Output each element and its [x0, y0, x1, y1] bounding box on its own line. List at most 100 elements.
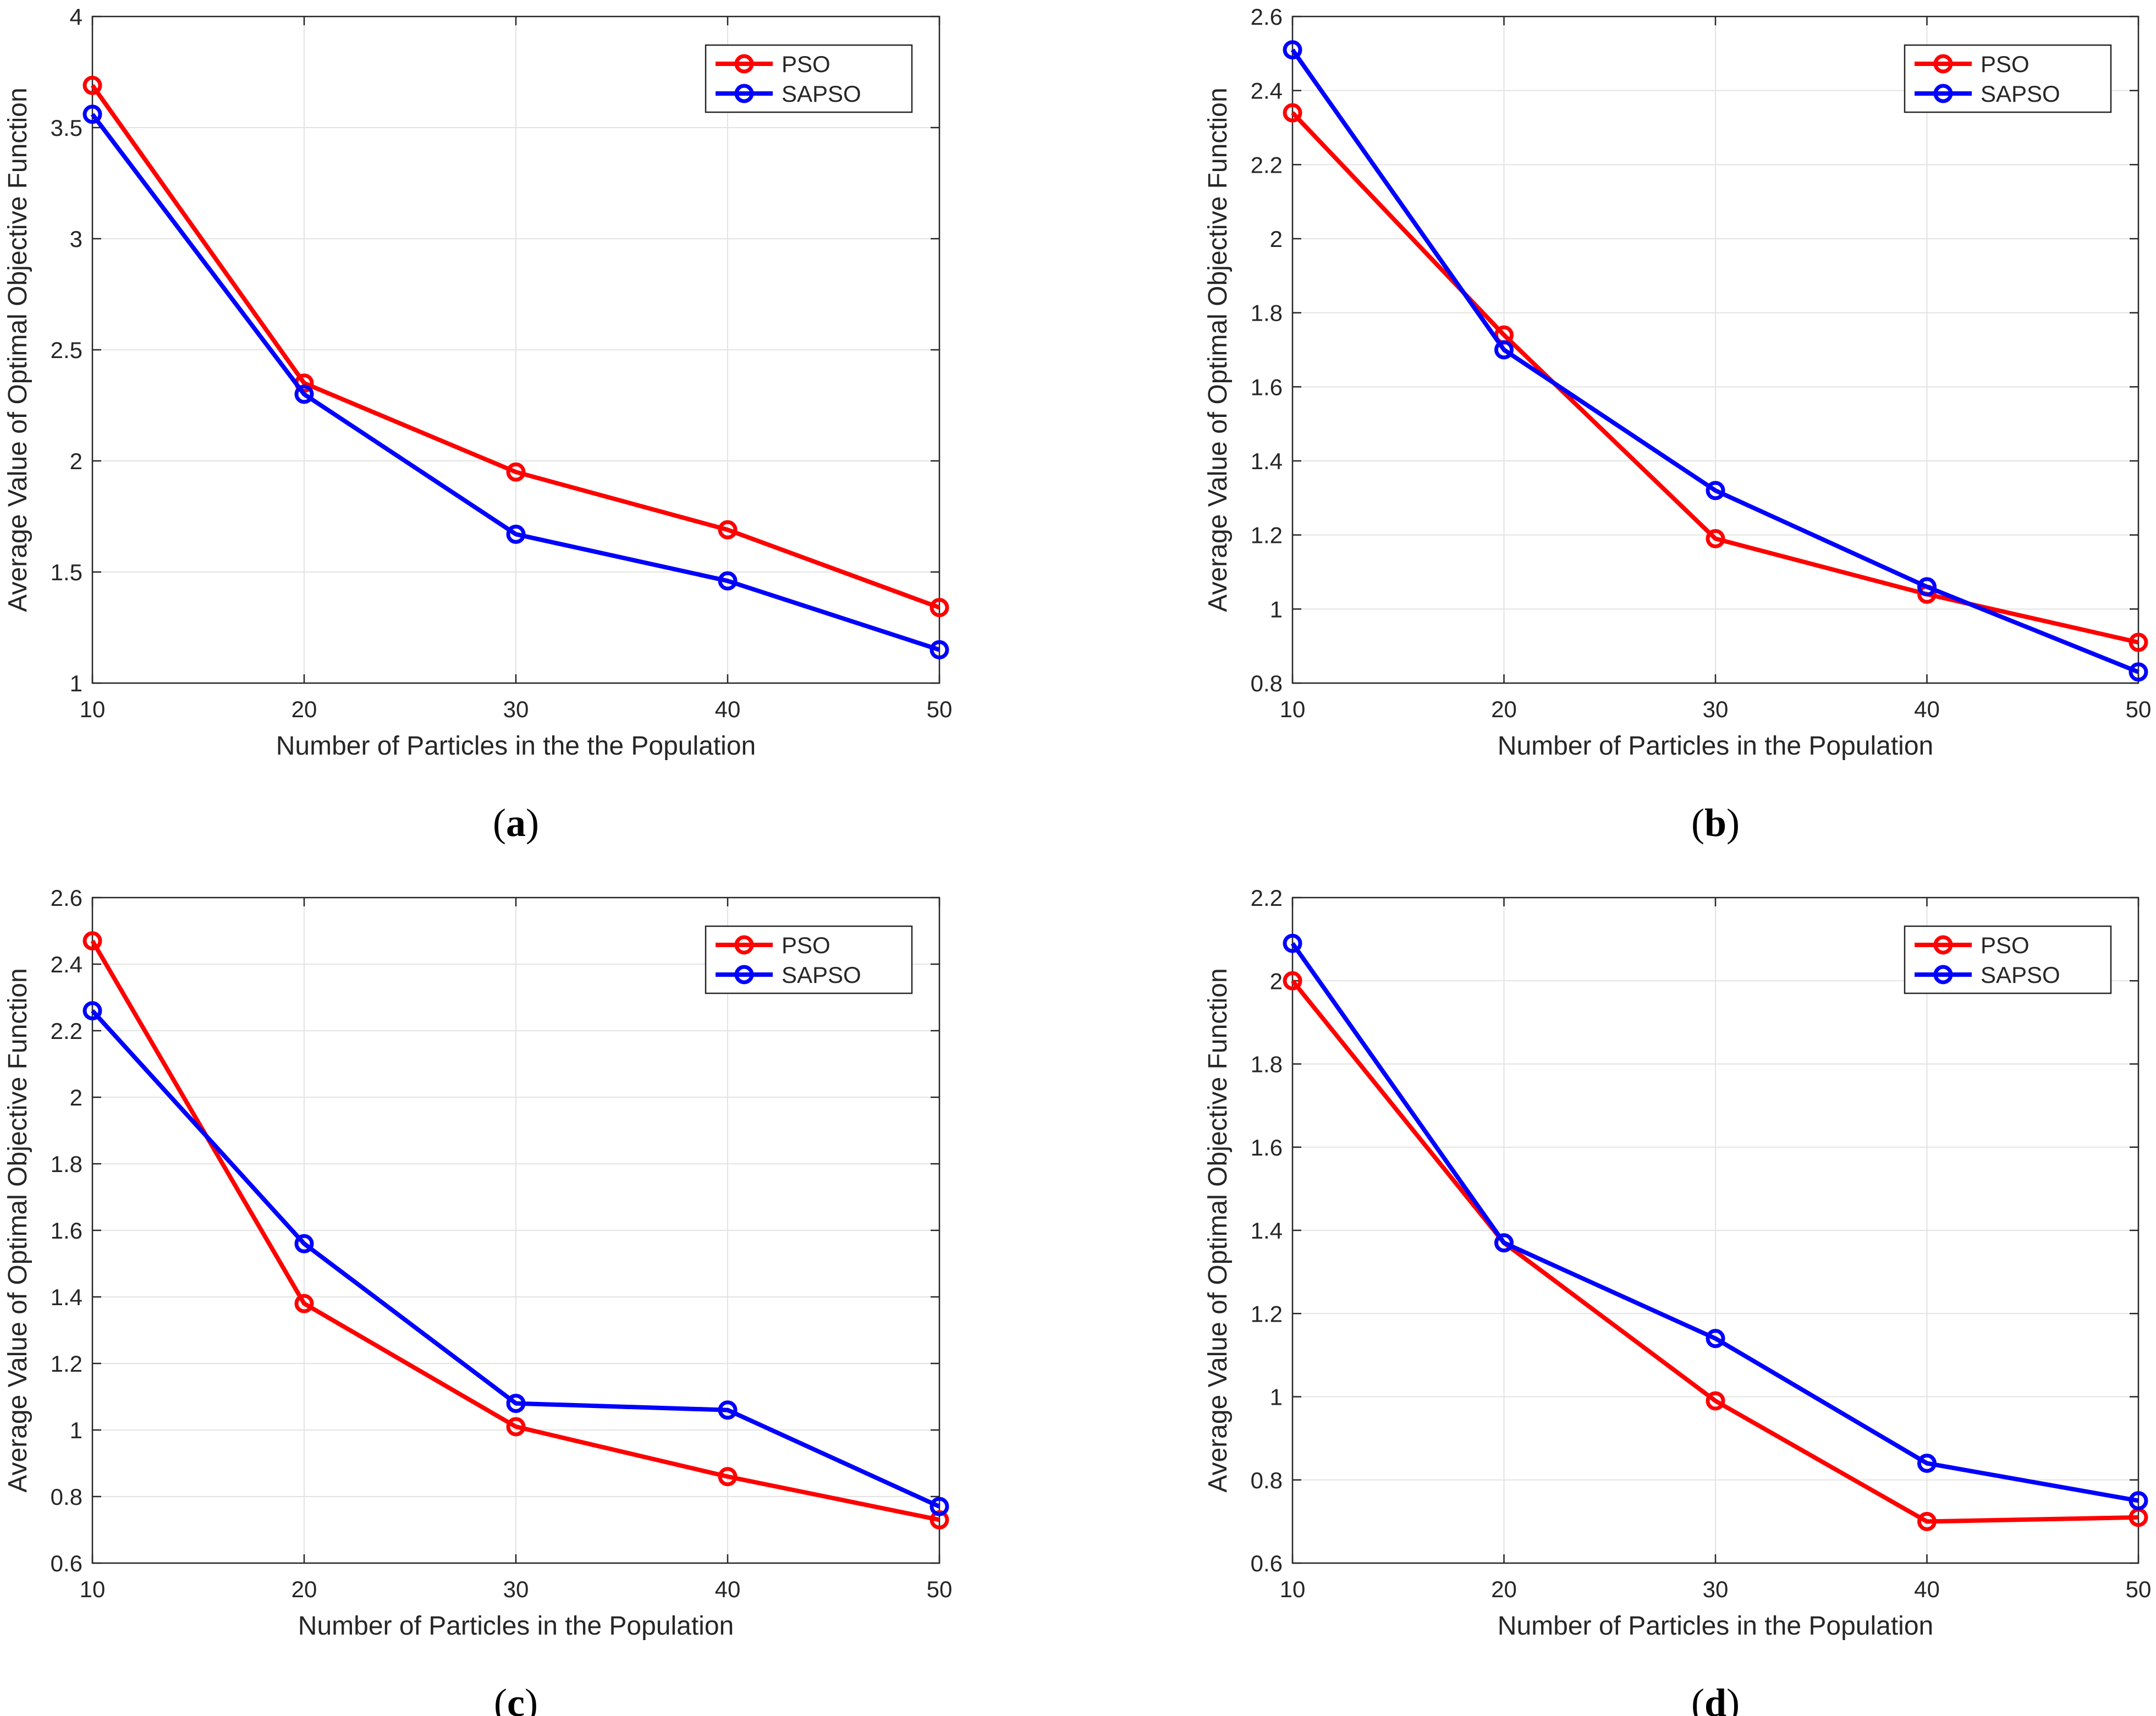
y-tick-label: 1.4	[1251, 448, 1283, 474]
y-tick-label: 1.2	[1251, 1301, 1283, 1327]
legend-label: SAPSO	[1981, 962, 2060, 988]
x-tick-label: 40	[715, 1576, 741, 1602]
x-tick-label: 50	[2126, 696, 2152, 722]
data-point-sapso	[506, 1394, 526, 1414]
series-line-sapso	[1290, 48, 2140, 674]
caption-paren: )	[1726, 1681, 1740, 1716]
y-tick-label: 3	[70, 226, 82, 252]
data-point-pso	[718, 1467, 738, 1487]
data-point-pso	[506, 1417, 526, 1437]
x-tick-label: 30	[1703, 1576, 1729, 1602]
x-tick-label: 10	[80, 696, 106, 722]
y-tick-label: 1	[70, 1417, 82, 1443]
panel-caption: (d)	[1691, 1681, 1740, 1716]
data-point-sapso	[930, 640, 949, 659]
chart-panel-d: 0.6 0.8 1 1.2 1.4 1.6 1.8 2 2.2 10 20 30 40 50 Number …	[1203, 885, 2151, 1716]
data-point-sapso	[2128, 1491, 2148, 1511]
x-axis-label: Number of Particles in the Population	[1498, 1612, 1933, 1641]
y-tick-label: 2	[1270, 226, 1283, 252]
series-line-pso	[1291, 111, 2139, 645]
x-tick-label: 20	[1491, 696, 1517, 722]
legend-swatch-marker	[734, 84, 754, 103]
caption-paren: (	[493, 801, 506, 845]
caption-paren: (	[494, 1681, 507, 1716]
x-tick-label: 30	[503, 1576, 529, 1602]
legend-label: PSO	[1981, 51, 2030, 77]
caption-paren: )	[525, 1681, 538, 1716]
legend-swatch-marker	[1933, 935, 1953, 955]
panel-caption: (c)	[494, 1681, 538, 1716]
y-tick-label: 1.6	[1251, 1135, 1283, 1160]
series-line-sapso	[90, 113, 941, 652]
data-point-pso	[2128, 632, 2148, 652]
legend-swatch-marker	[1933, 965, 1953, 985]
data-point-sapso	[930, 1497, 949, 1516]
caption-letter: a	[506, 801, 526, 845]
caption-letter: d	[1704, 1681, 1726, 1716]
y-tick-label: 1.8	[1251, 300, 1283, 326]
y-tick-label: 0.6	[51, 1550, 82, 1576]
data-point-sapso	[1283, 933, 1302, 953]
y-axis-label: Average Value of Optimal Objective Funct…	[3, 968, 32, 1492]
y-tick-label: 0.8	[1251, 670, 1283, 696]
y-tick-label: 1.6	[51, 1218, 82, 1244]
data-point-sapso	[2128, 662, 2148, 682]
legend-swatch-marker	[734, 935, 754, 955]
panel-caption: (b)	[1691, 801, 1740, 845]
y-tick-label: 2.6	[51, 885, 82, 911]
x-tick-label: 10	[1280, 696, 1306, 722]
legend-label: SAPSO	[782, 81, 861, 107]
y-tick-label: 0.8	[51, 1484, 82, 1510]
legend-swatch-marker	[734, 965, 754, 985]
data-point-pso	[1706, 529, 1725, 548]
x-tick-label: 20	[1491, 1576, 1517, 1602]
y-tick-label: 2.2	[1251, 152, 1283, 178]
data-point-pso	[930, 598, 949, 618]
data-point-pso	[294, 1294, 314, 1313]
y-tick-label: 1	[70, 670, 82, 696]
data-point-pso	[1706, 1391, 1725, 1411]
legend-label: PSO	[782, 51, 831, 77]
x-tick-label: 20	[292, 696, 317, 722]
caption-paren: )	[1726, 801, 1740, 845]
y-tick-label: 2.4	[1251, 78, 1283, 104]
y-tick-label: 1.2	[51, 1351, 82, 1377]
y-tick-label: 1.5	[51, 559, 82, 585]
y-tick-label: 1.6	[1251, 374, 1283, 400]
series-line-sapso	[1290, 942, 2139, 1503]
y-tick-label: 2.6	[1251, 4, 1283, 30]
legend-swatch-marker	[734, 54, 754, 74]
x-axis-label: Number of Particles in the the Populatio…	[276, 732, 756, 761]
data-point-pso	[930, 1510, 949, 1530]
y-axis-label: Average Value of Optimal Objective Funct…	[3, 87, 32, 612]
data-point-sapso	[718, 1400, 738, 1420]
caption-letter: b	[1704, 801, 1726, 845]
data-point-pso	[82, 75, 102, 95]
legend-label: PSO	[1981, 932, 2030, 958]
caption-letter: c	[507, 1681, 525, 1716]
data-point-pso	[1283, 103, 1302, 123]
y-tick-label: 2	[70, 1085, 82, 1110]
x-tick-label: 40	[715, 696, 741, 722]
caption-paren: (	[1691, 1681, 1704, 1716]
y-tick-label: 3.5	[51, 115, 82, 141]
data-point-sapso	[1494, 340, 1514, 360]
x-tick-label: 50	[2126, 1576, 2152, 1602]
data-point-sapso	[294, 384, 314, 404]
y-tick-label: 1.4	[51, 1284, 82, 1310]
y-tick-label: 1	[1270, 1384, 1283, 1410]
panel-caption: (a)	[493, 801, 539, 845]
data-point-sapso	[506, 524, 526, 544]
data-point-sapso	[718, 571, 738, 591]
series-line-pso	[90, 84, 941, 610]
data-point-pso	[718, 520, 738, 540]
y-tick-label: 0.8	[1251, 1467, 1283, 1493]
data-point-pso	[1283, 971, 1302, 991]
y-tick-label: 2.5	[51, 337, 82, 363]
x-axis-label: Number of Particles in the Population	[1498, 732, 1933, 761]
legend-label: SAPSO	[1981, 81, 2060, 107]
chart-panel-b: 0.8 1 1.2 1.4 1.6 1.8 2 2.2 2.4 2.6 10 20 30 40 50 Numb…	[1203, 4, 2151, 845]
y-tick-label: 1.8	[1251, 1052, 1283, 1077]
x-tick-label: 50	[927, 696, 953, 722]
